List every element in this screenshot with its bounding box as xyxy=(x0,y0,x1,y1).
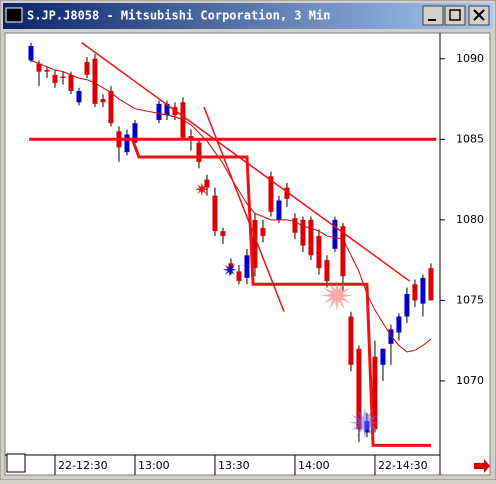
x-tick-label: 14:00 xyxy=(298,459,330,472)
candle-body xyxy=(212,195,218,232)
candle-body xyxy=(324,260,330,282)
candle-body xyxy=(340,226,346,277)
candle-body xyxy=(300,219,306,246)
y-tick-label: 1085 xyxy=(456,132,484,145)
signal-marker xyxy=(194,182,209,197)
y-tick-label: 1075 xyxy=(456,293,484,306)
candle-body xyxy=(308,219,314,256)
candle-body xyxy=(228,263,234,269)
candle-body xyxy=(28,45,34,61)
candle-body xyxy=(276,200,282,220)
x-tick-label: 22-14:30 xyxy=(378,459,428,472)
candle-body xyxy=(52,74,58,83)
title-bar xyxy=(3,3,493,29)
candle-body xyxy=(164,103,170,116)
app-icon xyxy=(5,7,23,23)
candle-body xyxy=(60,76,66,79)
candle-body xyxy=(188,136,194,140)
candle-body xyxy=(316,235,322,269)
candle-body xyxy=(428,268,434,301)
candle-body xyxy=(252,219,258,269)
icon xyxy=(449,9,461,21)
candle-body xyxy=(108,90,114,124)
scroll-arrow[interactable] xyxy=(474,459,490,473)
candle-body xyxy=(124,134,130,153)
candle-body xyxy=(220,231,226,236)
candle-body xyxy=(356,348,362,430)
candle-body xyxy=(68,74,74,91)
corner-box[interactable] xyxy=(6,453,26,473)
minimize-button[interactable] xyxy=(422,5,444,26)
candle-body xyxy=(84,61,90,75)
signal-marker xyxy=(222,262,237,277)
y-tick-label: 1090 xyxy=(456,52,484,65)
x-tick-label: 13:30 xyxy=(218,459,250,472)
candle-body xyxy=(380,348,386,365)
candle-body xyxy=(244,255,250,278)
candle-body xyxy=(284,187,290,199)
candle-body xyxy=(404,293,410,317)
candle-body xyxy=(44,70,50,72)
trend-line xyxy=(203,106,285,312)
trend-line xyxy=(81,42,411,282)
candle-body xyxy=(348,316,354,365)
candle-body xyxy=(396,316,402,333)
candle-body xyxy=(372,356,378,430)
candle-body xyxy=(196,142,202,162)
candle-body xyxy=(204,179,210,188)
maximize-button[interactable] xyxy=(444,5,466,26)
candle-body xyxy=(36,63,42,72)
candle-body xyxy=(420,277,426,304)
window-buttons[interactable] xyxy=(422,5,490,26)
candle-body xyxy=(412,284,418,301)
icon xyxy=(473,9,485,21)
signal-marker xyxy=(348,406,381,439)
candle-body xyxy=(260,227,266,236)
x-tick-label: 22-12:30 xyxy=(58,459,108,472)
candle-body xyxy=(388,329,394,344)
window-title: S.JP.J8058 - Mitsubishi Corporation, 3 M… xyxy=(27,9,330,23)
y-tick-label: 1070 xyxy=(456,374,484,387)
candle-body xyxy=(100,99,106,103)
candle-body xyxy=(156,103,162,120)
candle-body xyxy=(268,176,274,212)
candle-body xyxy=(236,271,242,282)
signal-marker xyxy=(320,279,353,312)
chart-panel xyxy=(4,32,491,476)
candle-body xyxy=(292,218,298,233)
trend-line xyxy=(130,138,431,447)
y-tick-label: 1080 xyxy=(456,213,484,226)
candle-body xyxy=(92,58,98,104)
candle-body xyxy=(332,219,338,249)
candle-body xyxy=(76,90,82,103)
x-tick-label: 13:00 xyxy=(138,459,170,472)
candle-body xyxy=(132,123,138,143)
